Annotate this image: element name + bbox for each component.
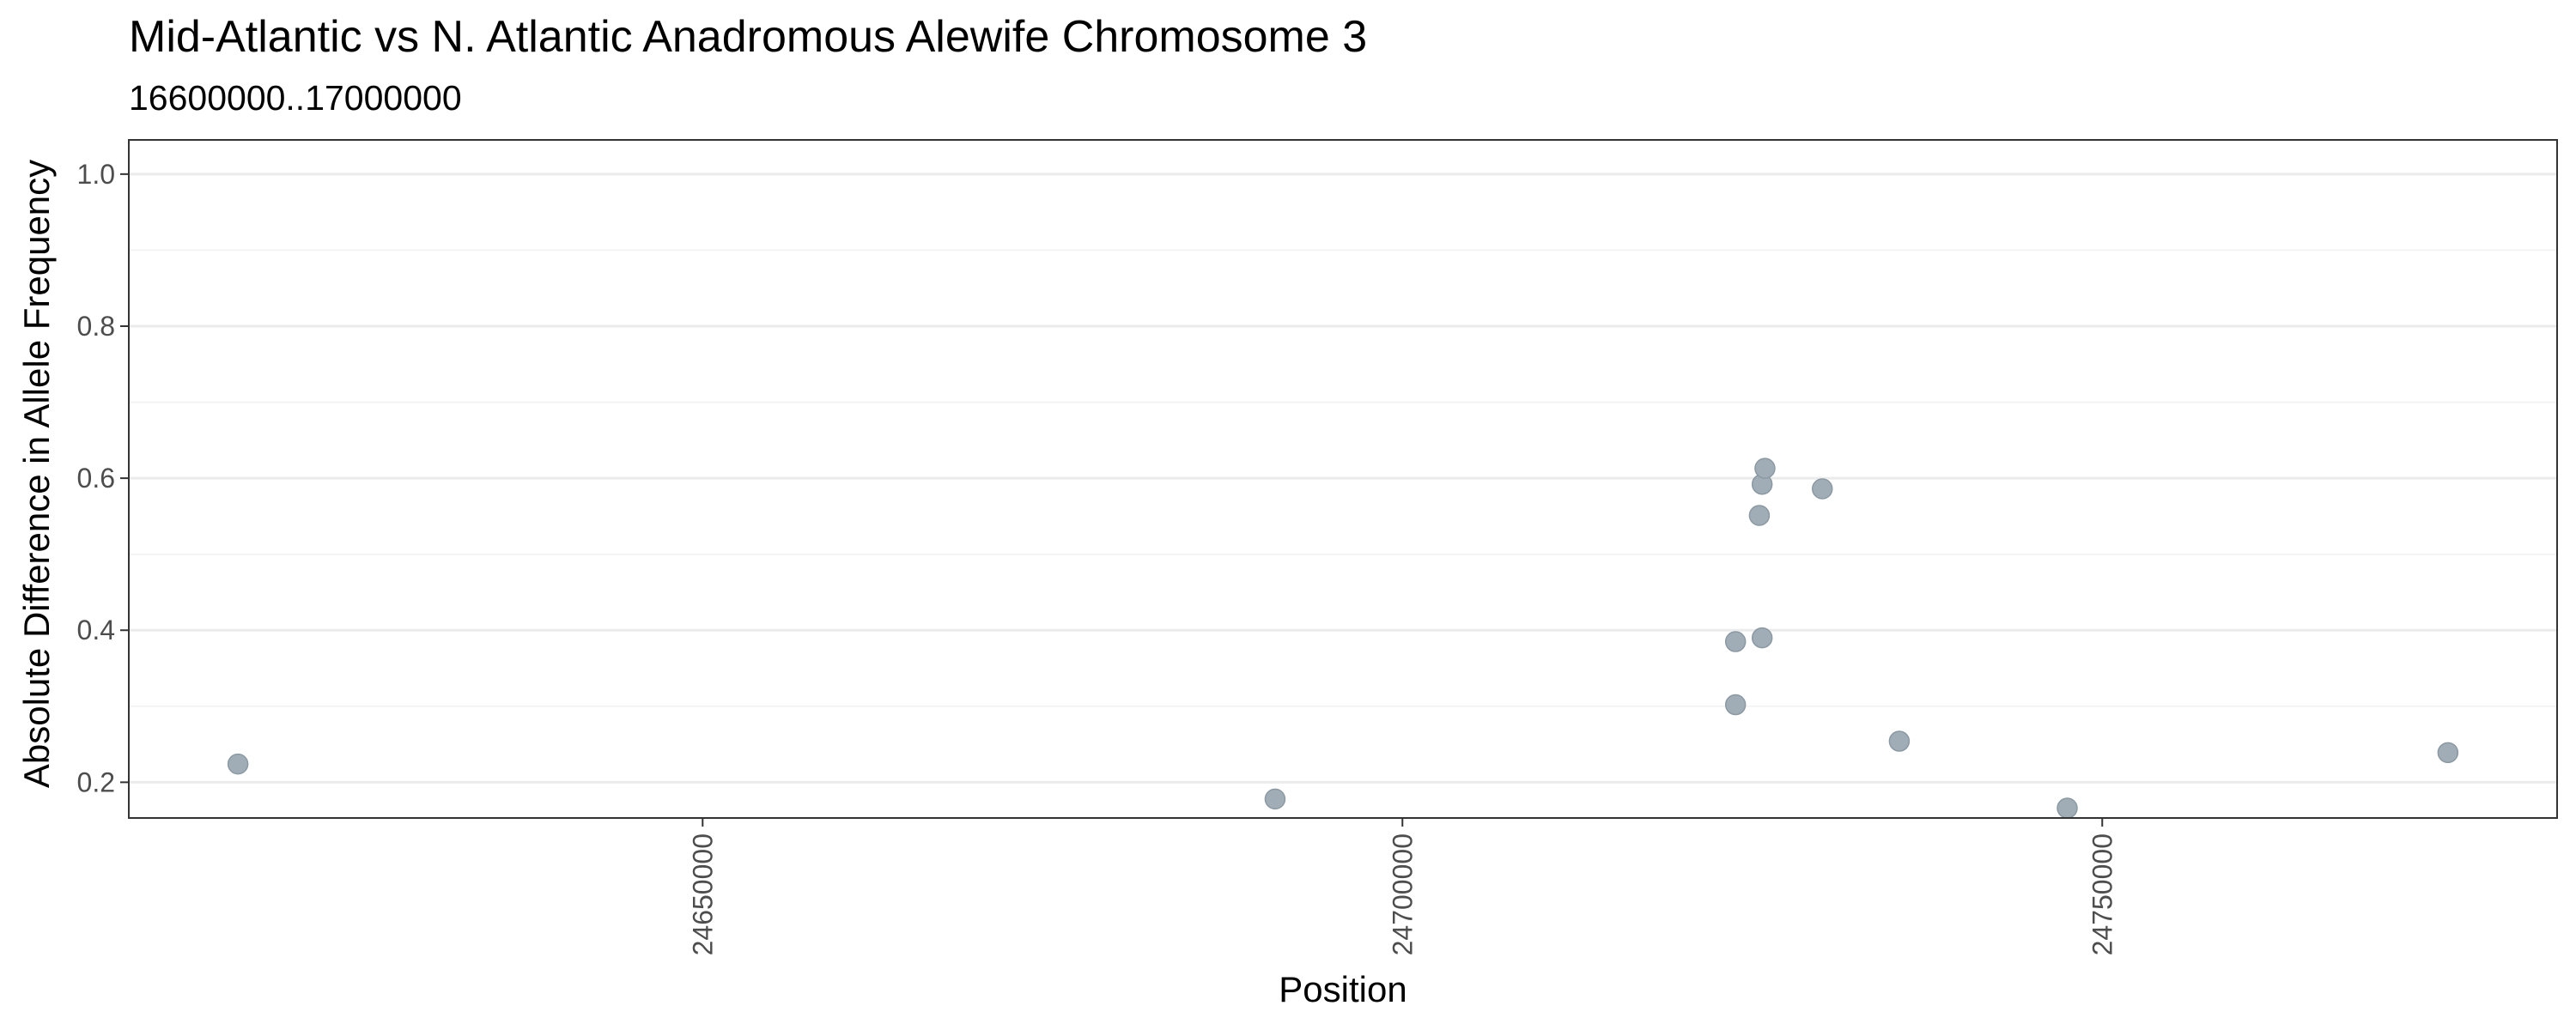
data-point [1724,631,1747,652]
y-tick-label: 1.0 [77,159,115,190]
data-point [2057,797,2078,819]
data-point [1724,694,1747,716]
y-axis: 0.2 0.4 0.6 0.8 1.0 [77,159,129,797]
data-point [1264,788,1286,810]
y-tick-label: 0.2 [77,766,115,797]
x-axis: 24650000 24700000 24750000 [687,818,2117,955]
data-point [1888,730,1911,752]
data-point [1751,627,1773,649]
y-axis-title: Absolute Difference in Allele Frequency [16,160,57,788]
y-tick-label: 0.6 [77,463,115,494]
data-point [1812,478,1833,500]
x-axis-title: Position [1279,969,1406,1009]
plot-area [128,139,2558,819]
grid [129,173,2557,784]
data-point [2437,742,2459,764]
y-tick-label: 0.4 [77,615,115,645]
data-point [1754,457,1776,479]
x-tick-label: 24750000 [2087,833,2117,955]
data-point [227,753,249,775]
chart-title: Mid-Atlantic vs N. Atlantic Anadromous A… [129,12,1367,62]
chart-subtitle: 16600000..17000000 [129,78,462,118]
data-points [227,457,2459,819]
x-tick-label: 24700000 [1387,833,1418,955]
y-tick-label: 0.8 [77,311,115,342]
data-point [1748,505,1771,526]
x-tick-label: 24650000 [687,833,718,955]
